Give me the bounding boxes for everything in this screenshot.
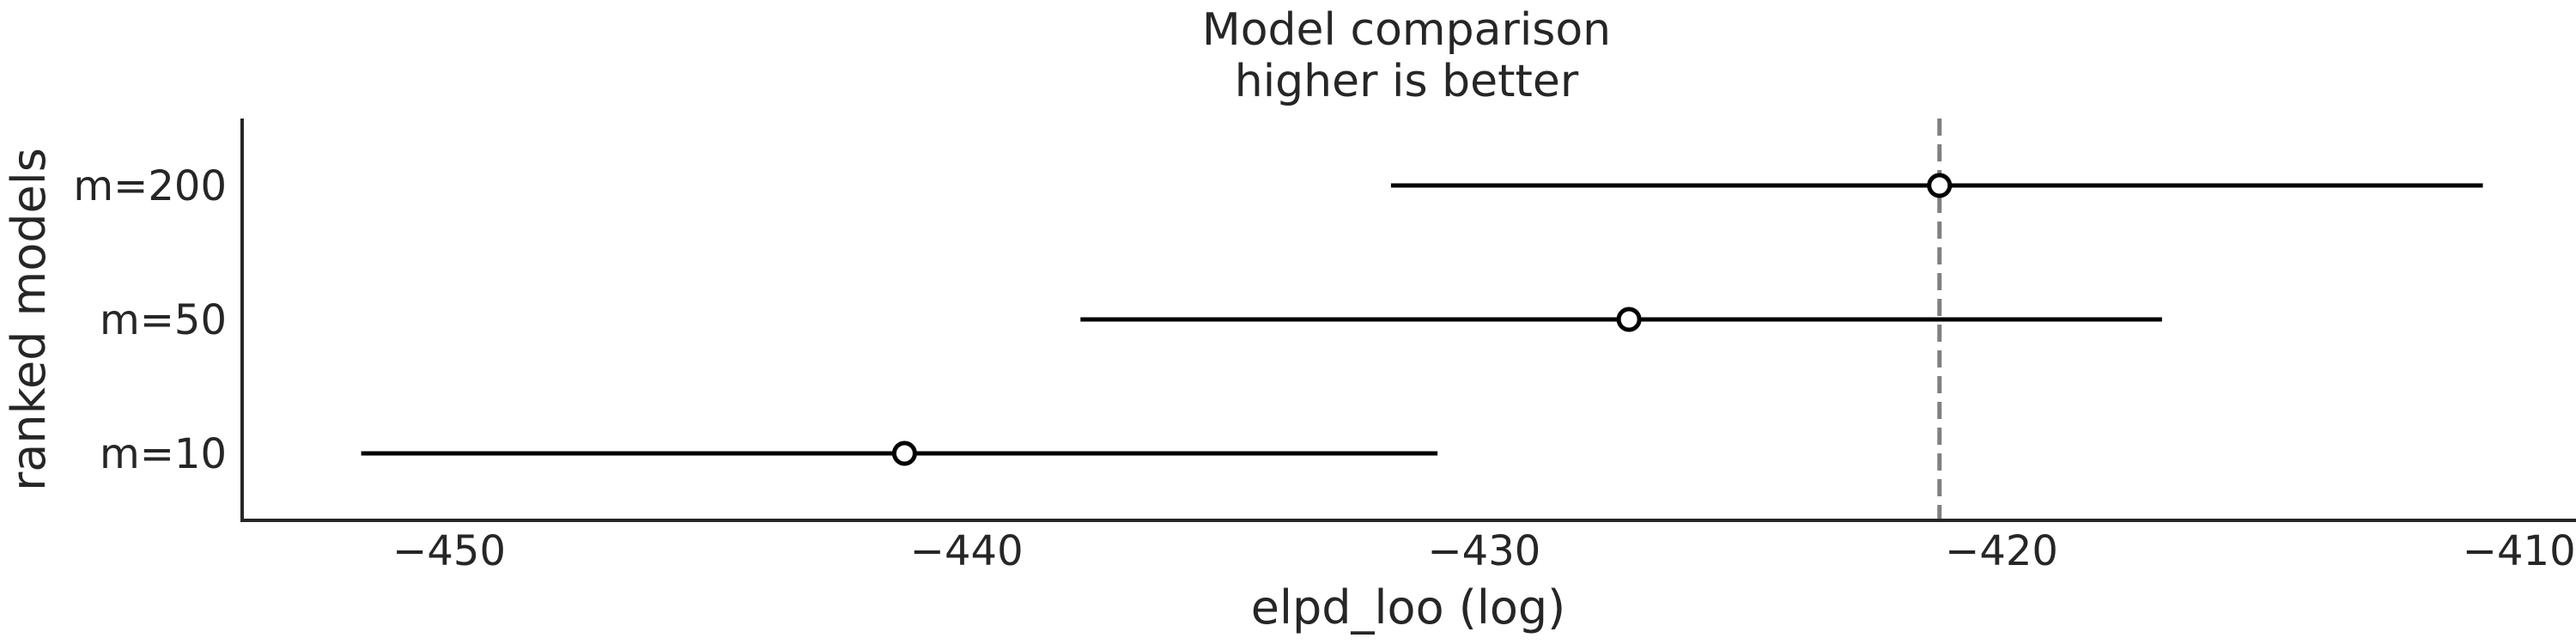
x-tick-label: −430 [1427,527,1540,575]
chart-title-line-1: Model comparison [1202,4,1611,56]
x-tick-label: −410 [2463,527,2576,575]
y-tick-label: m=10 [100,430,227,478]
x-tick-label: −450 [392,527,506,575]
y-axis-ticks: m=200 m=50 m=10 [73,162,227,478]
x-tick-label: −440 [910,527,1024,575]
elpd-point [1927,173,1953,198]
x-axis-label: elpd_loo (log) [1251,580,1565,635]
chart-title-line-2: higher is better [1235,56,1579,107]
x-tick-label: −420 [1945,527,2058,575]
elpd-point [891,440,917,466]
elpd-point [1616,307,1642,332]
y-axis-label: ranked models [2,148,56,491]
y-tick-label: m=50 [100,296,227,344]
y-tick-label: m=200 [73,162,227,210]
plot-area [361,118,2483,520]
x-axis-ticks: −450 −440 −430 −420 −410 [392,527,2575,575]
